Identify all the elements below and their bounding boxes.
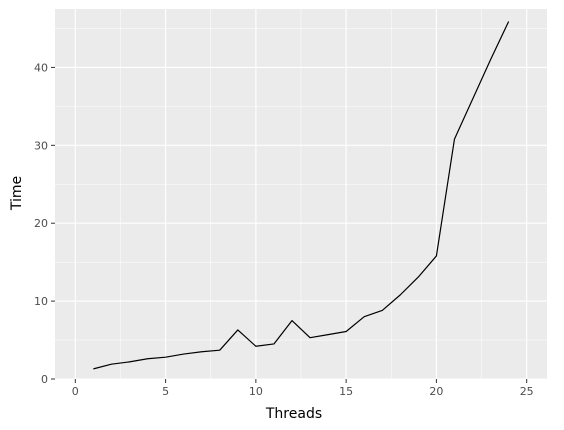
y-tick-label: 20 <box>34 217 48 230</box>
y-tick-label: 10 <box>34 295 48 308</box>
series-layer <box>93 21 510 370</box>
x-axis-title: Threads <box>265 406 322 422</box>
y-tick-label: 40 <box>34 61 48 74</box>
series-line <box>93 21 510 370</box>
minor-gridlines <box>55 9 547 379</box>
x-tick-label: 10 <box>249 385 263 398</box>
x-tick-label: 5 <box>162 385 169 398</box>
major-gridlines <box>55 9 547 380</box>
x-tick-label: 20 <box>429 385 443 398</box>
x-tick-label: 15 <box>339 385 353 398</box>
x-tick-label: 25 <box>520 385 534 398</box>
x-tick-label: 0 <box>72 385 79 398</box>
x-axis: 0 5 10 15 20 25 <box>72 379 534 398</box>
y-axis: 0 10 20 30 40 <box>34 61 55 386</box>
y-tick-label: 30 <box>34 139 48 152</box>
y-axis-title: Time <box>9 176 25 211</box>
y-tick-label: 0 <box>41 373 48 386</box>
